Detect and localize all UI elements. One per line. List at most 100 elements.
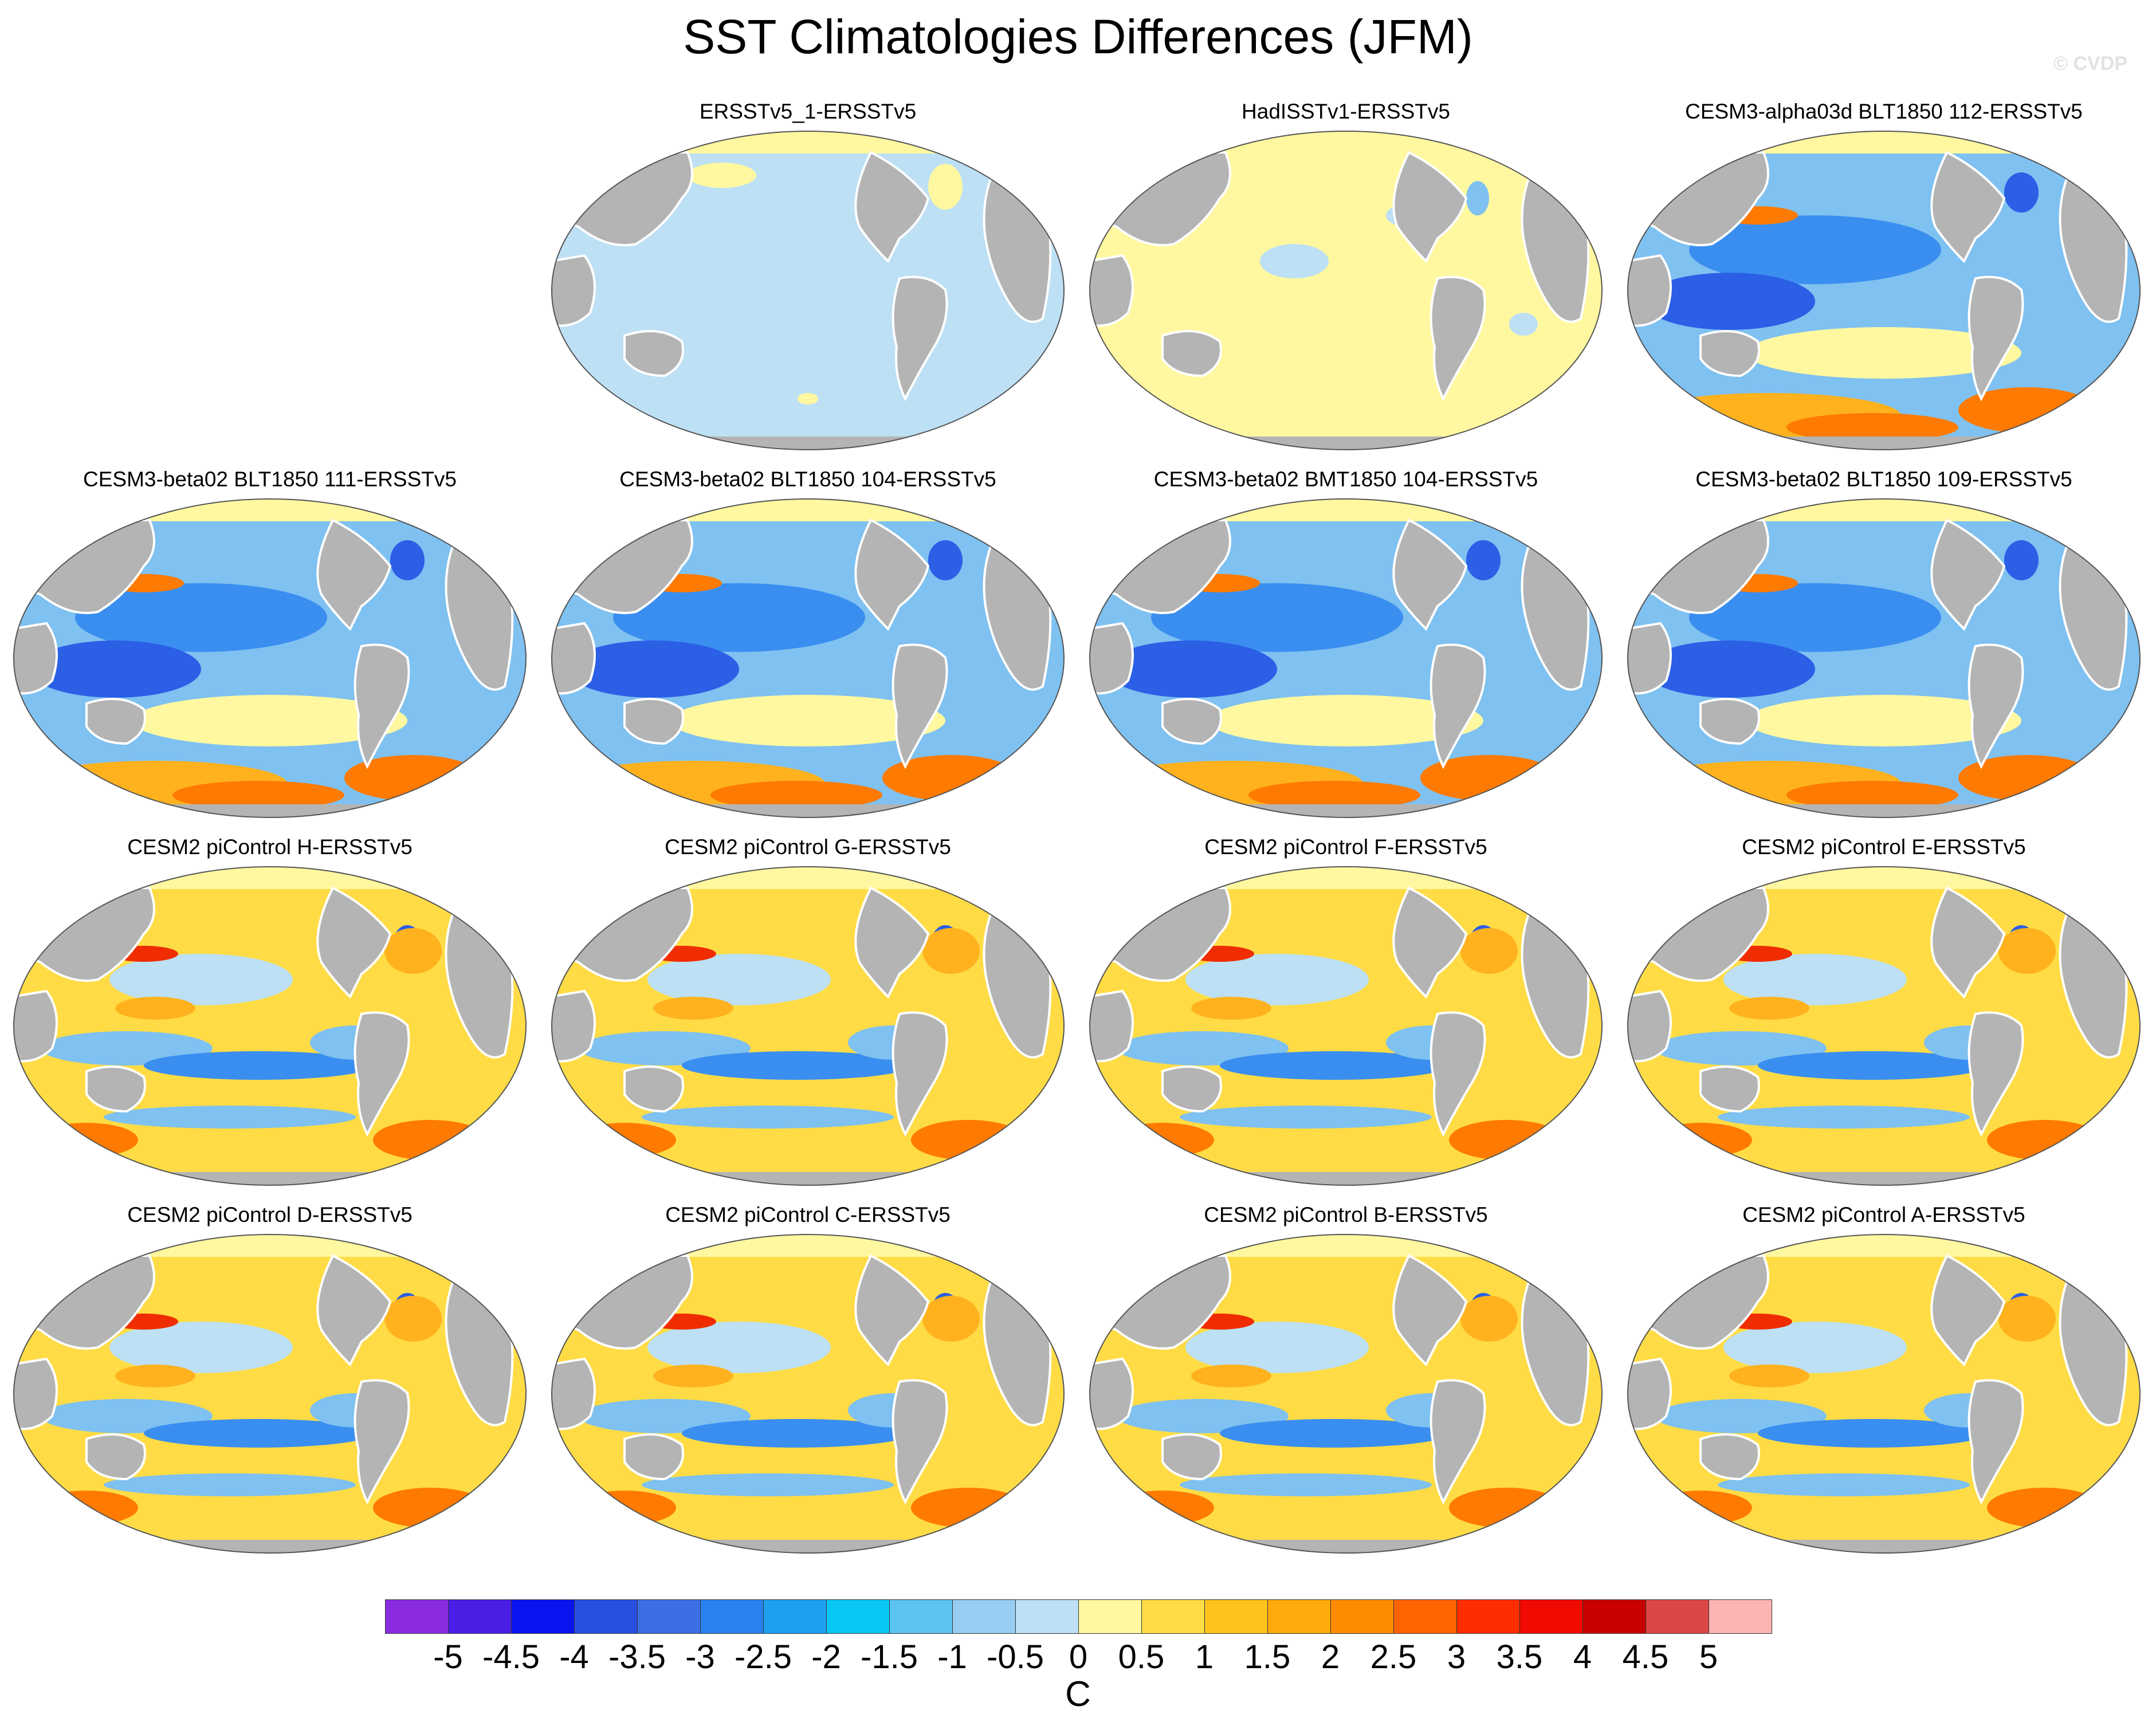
land-mass [85, 1066, 146, 1113]
land-mass [1699, 1433, 1760, 1481]
colorbar-swatch [1456, 1599, 1520, 1634]
map-outline [13, 1234, 527, 1554]
sst-difference-map [13, 1234, 527, 1554]
anomaly-region [1987, 1488, 2102, 1528]
land-mass [316, 518, 392, 631]
colorbar-swatch [574, 1599, 638, 1634]
land-mass [1090, 254, 1134, 327]
colorbar-tick-label: -4 [559, 1638, 589, 1676]
land-mass [892, 276, 948, 402]
map-outline [1627, 866, 2141, 1186]
land-mass [14, 1357, 58, 1430]
arctic-band [1090, 131, 1602, 154]
panel-title: CESM2 piControl E-ERSSTv5 [1742, 835, 2026, 859]
anomaly-region [1460, 928, 1518, 974]
land-mass [85, 698, 146, 745]
anomaly-region [1248, 781, 1420, 809]
map-outline [551, 866, 1065, 1186]
map-panel: CESM2 piControl B-ERSSTv5 [1085, 1201, 1607, 1556]
sst-difference-map [1627, 498, 2141, 818]
anomaly-region [922, 928, 980, 974]
anomaly-region [1987, 1120, 2102, 1160]
colorbar-swatch [1393, 1599, 1457, 1634]
anomaly-region [642, 1106, 894, 1129]
sst-difference-map [1627, 866, 2141, 1186]
map-outline [551, 498, 1065, 818]
map-outline [1089, 498, 1603, 818]
land-mass [854, 1254, 930, 1367]
map-panel: HadISSTv1-ERSSTv5 [1085, 97, 1607, 453]
land-mass [892, 643, 948, 769]
land-mass [1930, 518, 2006, 631]
map-panel: CESM2 piControl E-ERSSTv5 [1623, 833, 2145, 1188]
land-mass [316, 1254, 392, 1367]
anomaly-region [384, 928, 442, 974]
land-mass [354, 1011, 410, 1137]
arctic-band [1090, 1234, 1602, 1257]
map-outline [1627, 1234, 2141, 1554]
colorbar-swatch [952, 1599, 1016, 1634]
colorbar-tick-label: 0.5 [1118, 1638, 1165, 1676]
colorbar-swatch [1709, 1599, 1772, 1634]
colorbar-swatch [1582, 1599, 1646, 1634]
anomaly-region [104, 1473, 356, 1496]
arctic-band [1628, 867, 2140, 889]
anomaly-region [798, 393, 818, 404]
land-mass [14, 622, 58, 695]
anomaly-region [1718, 1473, 1970, 1496]
watermark: © CVDP [2053, 53, 2127, 74]
anomaly-region [1786, 781, 1958, 809]
land-mass [623, 1433, 684, 1481]
land-mass [1699, 330, 1760, 378]
land-mass [1090, 622, 1134, 695]
colorbar-tick-label: 5 [1699, 1638, 1718, 1676]
arctic-band [14, 1234, 526, 1257]
map-outline [1627, 498, 2141, 818]
panel-title: CESM3-beta02 BLT1850 104-ERSSTv5 [619, 467, 996, 491]
colorbar-tick-label: 4.5 [1622, 1638, 1669, 1676]
colorbar-swatch [1015, 1599, 1079, 1634]
colorbar-swatch [1646, 1599, 1709, 1634]
land-mass [854, 518, 930, 631]
colorbar-units: C [1065, 1674, 1091, 1714]
map-outline [551, 1234, 1065, 1554]
sst-difference-map [13, 498, 527, 818]
map-panel: CESM2 piControl G-ERSSTv5 [547, 833, 1069, 1188]
anomaly-region [1723, 1322, 1907, 1373]
map-panel: CESM2 piControl A-ERSSTv5 [1623, 1201, 2145, 1556]
land-mass [1392, 886, 1468, 999]
panel-title: CESM2 piControl H-ERSSTv5 [127, 835, 413, 859]
anomaly-region [1718, 1106, 1970, 1129]
anomaly-region [928, 540, 963, 580]
land-mass [854, 151, 930, 264]
panel-title: CESM2 piControl F-ERSSTv5 [1204, 835, 1487, 859]
arctic-band [1628, 1234, 2140, 1257]
anomaly-region [144, 1051, 373, 1080]
colorbar-tick-label: 1.5 [1244, 1638, 1291, 1676]
anomaly-region [35, 1123, 138, 1157]
arctic-band [1628, 499, 2140, 521]
land-mass [1930, 886, 2006, 999]
land-mass [552, 1357, 596, 1430]
colorbar-tick-label: -2.5 [735, 1638, 792, 1676]
colorbar-swatch [889, 1599, 953, 1634]
land-mass [1090, 1357, 1134, 1430]
anomaly-region [688, 163, 756, 188]
sst-difference-map [1089, 1234, 1603, 1554]
panel-title: CESM3-beta02 BLT1850 111-ERSSTv5 [83, 467, 457, 491]
anomaly-region [1998, 928, 2056, 974]
sst-difference-map [1627, 131, 2141, 450]
land-mass [1968, 643, 2024, 769]
colorbar-tick-label: 1 [1195, 1638, 1214, 1676]
map-panel: CESM3-beta02 BMT1850 104-ERSSTv5 [1085, 465, 1607, 820]
arctic-band [552, 867, 1064, 889]
map-panel: CESM3-beta02 BLT1850 109-ERSSTv5 [1623, 465, 2145, 820]
anomaly-region [573, 1123, 676, 1157]
colorbar [385, 1599, 1772, 1635]
land-mass [1161, 1066, 1222, 1113]
map-outline [1627, 131, 2141, 450]
land-mass [1430, 1011, 1486, 1137]
arctic-band [552, 1234, 1064, 1257]
land-mass [623, 330, 684, 378]
anomaly-region [2004, 172, 2039, 213]
